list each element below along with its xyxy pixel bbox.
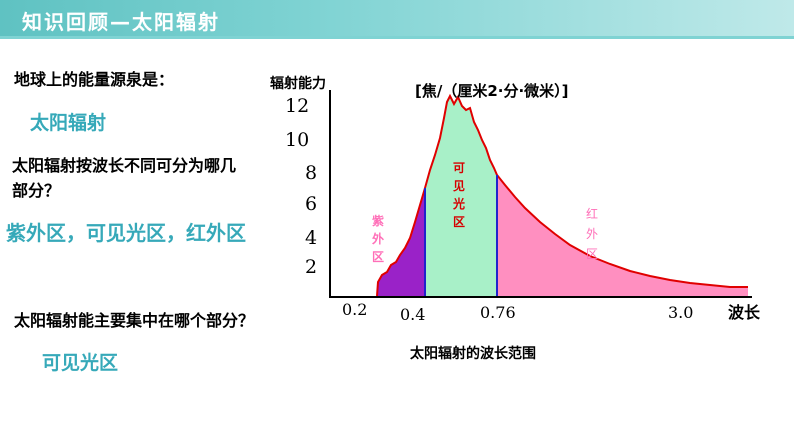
uv-label-char-3: 区 bbox=[372, 250, 384, 264]
question-energy-source: 地球上的能量源泉是： bbox=[14, 70, 175, 89]
uv-region-fill bbox=[377, 188, 425, 296]
ir-label-char-3: 区 bbox=[586, 247, 598, 261]
visible-region-fill bbox=[425, 96, 497, 296]
question-wavelength-parts: 太阳辐射按波长不同可分为哪几部分？ bbox=[12, 156, 237, 200]
answer-wavelength-parts: 紫外区，可见光区，红外区 bbox=[6, 221, 246, 245]
visible-label-char-4: 区 bbox=[453, 215, 465, 229]
visible-label-char-3: 光 bbox=[452, 196, 465, 211]
y-tick-8: 8 bbox=[305, 162, 317, 184]
header-accent-line bbox=[0, 36, 794, 39]
question-main-part: 太阳辐射能主要集中在哪个部分？ bbox=[14, 311, 255, 330]
ir-label-char-1: 红 bbox=[586, 206, 598, 221]
y-axis-unit: [焦/（厘米2·分·微米）] bbox=[415, 82, 569, 100]
y-tick-4: 4 bbox=[305, 227, 317, 249]
ir-label-char-2: 外 bbox=[586, 227, 598, 241]
y-tick-6: 6 bbox=[305, 193, 317, 215]
uv-label-char-1: 紫 bbox=[372, 213, 384, 228]
x-tick-3-0: 3.0 bbox=[668, 303, 693, 322]
x-tick-0-76: 0.76 bbox=[480, 303, 516, 322]
answer-energy-source: 太阳辐射 bbox=[30, 112, 107, 134]
chart-title: 太阳辐射的波长范围 bbox=[410, 345, 536, 362]
x-tick-0-4: 0.4 bbox=[400, 305, 425, 324]
infrared-region-fill bbox=[497, 175, 748, 296]
uv-label-char-2: 外 bbox=[372, 231, 384, 246]
y-axis-label: 辐射能力 bbox=[270, 75, 326, 92]
y-tick-2: 2 bbox=[305, 256, 317, 278]
x-tick-0-2: 0.2 bbox=[342, 300, 367, 319]
answer-main-part: 可见光区 bbox=[42, 352, 119, 374]
y-tick-10: 10 bbox=[285, 129, 309, 151]
page-title: 知识回顾—太阳辐射 bbox=[22, 10, 220, 34]
header-bar bbox=[0, 0, 794, 36]
radiation-curve bbox=[376, 93, 748, 297]
visible-label-char-1: 可 bbox=[453, 161, 465, 175]
x-axis-label: 波长 bbox=[728, 303, 761, 322]
visible-label-char-2: 见 bbox=[453, 179, 465, 193]
y-tick-12: 12 bbox=[285, 95, 309, 117]
